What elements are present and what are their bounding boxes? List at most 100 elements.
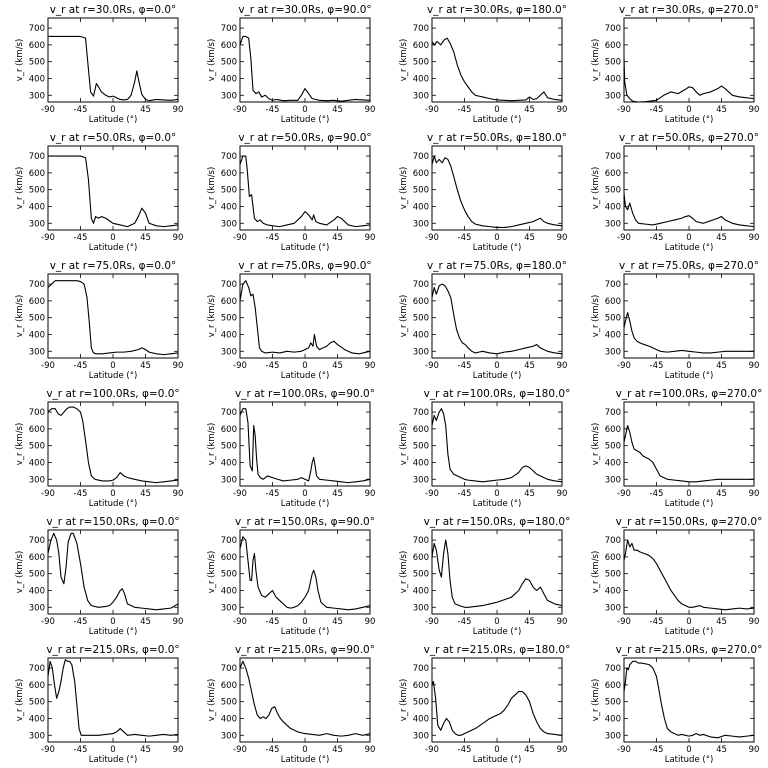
panel-4-1: v_r at r=150.0Rs, φ=90.0° -90 -45 0 45 90 300 4… — [207, 516, 375, 637]
x-tick-label: -45 — [74, 745, 88, 755]
panel-2-0: v_r at r=75.0Rs, φ=0.0° -90 -45 0 45 90 300 400… — [15, 260, 183, 381]
x-tick-label: -90 — [233, 361, 247, 371]
vr-series-line — [431, 37, 563, 102]
y-tick-label: 400 — [29, 714, 45, 724]
panel-title: v_r at r=100.0Rs, φ=0.0° — [46, 388, 179, 400]
panel-title: v_r at r=215.0Rs, φ=0.0° — [46, 644, 179, 656]
x-tick-label: -45 — [458, 617, 472, 627]
y-axis-label: v_r (km/s) — [15, 39, 25, 82]
y-tick-label: 300 — [413, 219, 429, 229]
y-tick-label: 400 — [221, 202, 237, 212]
x-tick-label: 90 — [173, 233, 184, 243]
y-tick-label: 700 — [29, 24, 45, 34]
panel-4-0: v_r at r=150.0Rs, φ=0.0° -90 -45 0 45 90 300 40… — [15, 516, 183, 637]
x-tick-label: 0 — [110, 489, 115, 499]
x-tick-label: 45 — [716, 361, 727, 371]
x-tick-label: 0 — [110, 617, 115, 627]
x-tick-label: -45 — [266, 233, 280, 243]
y-tick-label: 400 — [221, 458, 237, 468]
y-tick-label: 300 — [29, 603, 45, 613]
y-tick-label: 500 — [605, 570, 621, 580]
plot-frame — [47, 657, 179, 743]
y-axis-label: v_r (km/s) — [207, 551, 217, 594]
y-tick-label: 700 — [605, 408, 621, 418]
x-tick-label: 45 — [140, 489, 151, 499]
vr-series-line — [239, 408, 371, 484]
panel-title: v_r at r=75.0Rs, φ=90.0° — [238, 260, 371, 272]
x-tick-label: 0 — [110, 105, 115, 115]
y-tick-label: 300 — [221, 731, 237, 741]
y-tick-label: 600 — [413, 169, 429, 179]
y-tick-label: 400 — [413, 202, 429, 212]
x-tick-label: 90 — [365, 745, 376, 755]
panel-title: v_r at r=150.0Rs, φ=180.0° — [424, 516, 571, 528]
x-tick-label: 90 — [557, 745, 568, 755]
y-tick-label: 500 — [413, 570, 429, 580]
x-tick-label: -90 — [41, 489, 55, 499]
y-tick-label: 700 — [221, 24, 237, 34]
y-tick-label: 500 — [605, 698, 621, 708]
x-axis-label: Latitude (°) — [281, 243, 330, 253]
panel-5-1: v_r at r=215.0Rs, φ=90.0° -90 -45 0 45 90 300 4… — [207, 644, 375, 765]
panel-title: v_r at r=50.0Rs, φ=270.0° — [619, 132, 759, 144]
y-tick-label: 400 — [29, 202, 45, 212]
y-tick-label: 300 — [29, 347, 45, 357]
y-tick-label: 400 — [413, 586, 429, 596]
y-tick-label: 500 — [413, 186, 429, 196]
y-tick-label: 500 — [29, 570, 45, 580]
y-tick-label: 700 — [605, 280, 621, 290]
x-tick-label: -90 — [617, 361, 631, 371]
x-tick-label: 0 — [686, 489, 691, 499]
x-tick-label: -90 — [617, 745, 631, 755]
y-tick-label: 300 — [605, 91, 621, 101]
panel-3-1: v_r at r=100.0Rs, φ=90.0° -90 -45 0 45 90 300 4… — [207, 388, 375, 509]
vr-series-line — [239, 155, 371, 228]
x-axis-label: Latitude (°) — [89, 499, 138, 509]
plot-frame — [47, 17, 179, 103]
x-tick-label: 45 — [140, 361, 151, 371]
x-tick-label: -90 — [41, 105, 55, 115]
x-axis-label: Latitude (°) — [665, 243, 714, 253]
y-axis-label: v_r (km/s) — [207, 167, 217, 210]
y-axis-label: v_r (km/s) — [15, 551, 25, 594]
x-tick-label: 90 — [365, 361, 376, 371]
y-tick-label: 300 — [29, 219, 45, 229]
panel-title: v_r at r=215.0Rs, φ=180.0° — [424, 644, 571, 656]
x-axis-label: Latitude (°) — [473, 243, 522, 253]
x-tick-label: 0 — [494, 617, 499, 627]
x-tick-label: -45 — [650, 617, 664, 627]
y-tick-label: 700 — [221, 280, 237, 290]
panel-title: v_r at r=75.0Rs, φ=270.0° — [619, 260, 759, 272]
panel-title: v_r at r=75.0Rs, φ=0.0° — [50, 260, 177, 272]
y-tick-label: 600 — [29, 425, 45, 435]
x-tick-label: 90 — [557, 617, 568, 627]
x-axis-label: Latitude (°) — [665, 627, 714, 637]
panel-title: v_r at r=100.0Rs, φ=90.0° — [235, 388, 375, 400]
y-tick-label: 500 — [29, 698, 45, 708]
x-axis-label: Latitude (°) — [281, 627, 330, 637]
panel-title: v_r at r=50.0Rs, φ=180.0° — [427, 132, 567, 144]
y-tick-label: 300 — [221, 603, 237, 613]
y-tick-label: 500 — [413, 442, 429, 452]
x-tick-label: -45 — [74, 233, 88, 243]
panel-4-3: v_r at r=150.0Rs, φ=270.0° -90 -45 0 45 90 300… — [591, 516, 762, 637]
y-tick-label: 400 — [413, 458, 429, 468]
x-tick-label: -90 — [233, 489, 247, 499]
y-tick-label: 500 — [29, 314, 45, 324]
vr-series-line — [239, 35, 371, 102]
x-tick-label: 90 — [173, 617, 184, 627]
y-axis-label: v_r (km/s) — [15, 167, 25, 210]
y-tick-label: 300 — [605, 475, 621, 485]
y-axis-label: v_r (km/s) — [591, 423, 601, 466]
x-axis-label: Latitude (°) — [89, 755, 138, 765]
x-tick-label: 45 — [716, 617, 727, 627]
y-tick-label: 600 — [413, 297, 429, 307]
x-tick-label: -90 — [41, 361, 55, 371]
x-axis-label: Latitude (°) — [281, 115, 330, 125]
x-tick-label: 45 — [332, 489, 343, 499]
y-tick-label: 700 — [29, 280, 45, 290]
y-tick-label: 300 — [605, 347, 621, 357]
y-tick-label: 700 — [605, 664, 621, 674]
panel-0-3: v_r at r=30.0Rs, φ=270.0° -90 -45 0 45 90 300 4… — [591, 4, 759, 125]
